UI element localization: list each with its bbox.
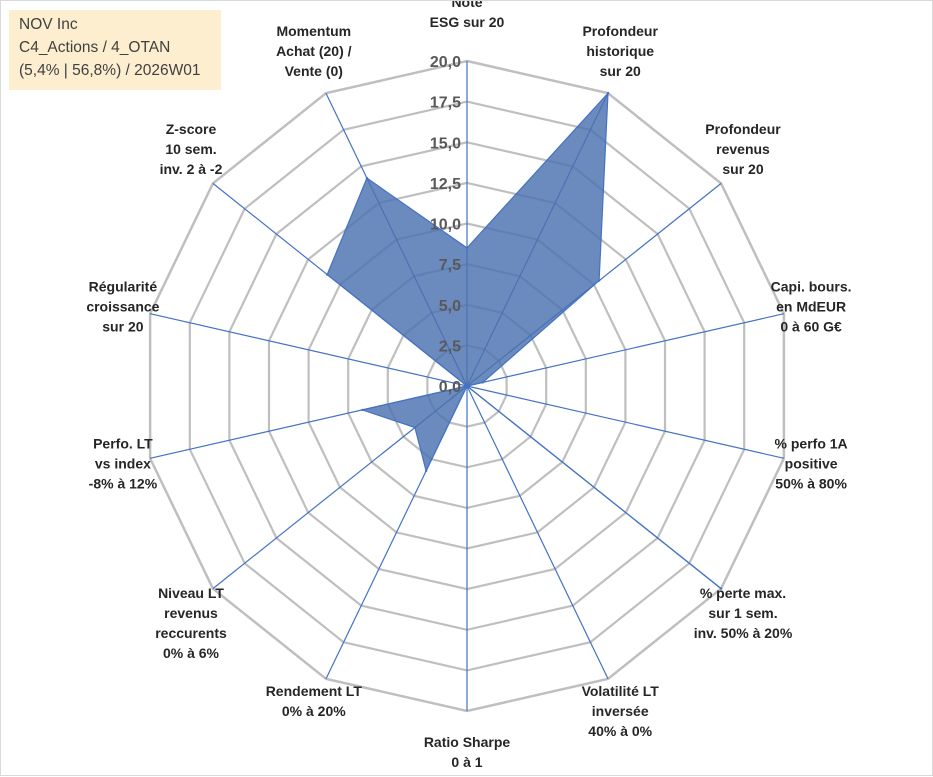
- data-point: [465, 384, 469, 388]
- data-point: [606, 92, 610, 95]
- data-point: [465, 246, 469, 250]
- axis-label: inversée: [592, 703, 649, 719]
- axis-label: reccurents: [155, 625, 227, 641]
- axis-label: revenus: [716, 141, 770, 157]
- axis-label: Ratio Sharpe: [424, 734, 511, 750]
- tick-label: 10,0: [430, 217, 461, 234]
- axis-label: 0% à 20%: [282, 703, 346, 719]
- tick-label: 17,5: [430, 95, 461, 112]
- axis-label: inv. 50% à 20%: [694, 625, 793, 641]
- axis-label: Achat (20) /: [276, 43, 352, 59]
- tick-label: 20,0: [430, 54, 461, 71]
- axis-label: croissance: [86, 299, 159, 315]
- axis-spoke: [466, 385, 785, 459]
- radar-axis-labels: Note ESG sur 20 Profondeur historique sur 20…: [86, 1, 851, 770]
- data-point: [597, 279, 601, 282]
- axis-label: Régularité: [89, 279, 158, 295]
- axis-label: -8% à 12%: [89, 476, 158, 492]
- axis-label: Momentum: [276, 23, 351, 39]
- axis-label: positive: [785, 456, 838, 472]
- axis-label: % perte max.: [700, 585, 786, 601]
- tick-label: 7,5: [439, 257, 461, 274]
- axis-label: sur 20: [600, 63, 641, 79]
- axis-label: Note: [451, 1, 482, 10]
- info-company-name: NOV Inc: [19, 16, 78, 33]
- axis-label: sur 20: [722, 161, 763, 177]
- tick-label: 2,5: [439, 338, 461, 355]
- tick-label: 15,0: [430, 135, 461, 152]
- axis-label: ESG sur 20: [430, 14, 505, 30]
- axis-label: en MdEUR: [776, 299, 846, 315]
- axis-label: % perfo 1A: [775, 436, 848, 452]
- axis-spoke: [466, 385, 609, 680]
- axis-label: inv. 2 à -2: [160, 161, 223, 177]
- axis-label: Profondeur: [582, 23, 658, 39]
- series-area: [326, 91, 722, 590]
- tick-label: 12,5: [430, 176, 461, 193]
- info-portfolio: C4_Actions / 4_OTAN: [19, 39, 171, 56]
- axis-label: Profondeur: [705, 121, 781, 137]
- axis-spoke: [466, 313, 785, 387]
- axis-label: Vente (0): [285, 63, 343, 79]
- axis-label: Capi. bours.: [771, 279, 852, 295]
- axis-label: sur 20: [102, 319, 143, 335]
- data-point: [481, 381, 484, 384]
- axis-label: 40% à 0%: [588, 723, 652, 739]
- info-stats-week: (5,4% | 56,8%) / 2026W01: [19, 62, 201, 79]
- data-point: [413, 426, 417, 429]
- tick-label: 5,0: [439, 298, 461, 315]
- radar-tick-labels: 0,0 2,5 5,0 7,5 10,0 12,5 15,0 17,5 20,0: [430, 54, 461, 396]
- axis-label: 10 sem.: [165, 141, 216, 157]
- axis-label: Niveau LT: [158, 585, 224, 601]
- axis-label: 0 à 60 G€: [780, 319, 842, 335]
- axis-label: 0 à 1: [451, 754, 482, 770]
- data-point: [326, 273, 329, 276]
- axis-label: 50% à 80%: [775, 476, 847, 492]
- data-point: [719, 587, 723, 590]
- axis-label: historique: [586, 43, 654, 59]
- axis-label: Rendement LT: [266, 683, 363, 699]
- tick-label: 0,0: [439, 379, 461, 396]
- axis-label: vs index: [95, 456, 151, 472]
- axis-spoke: [149, 313, 468, 387]
- axis-label: 0% à 6%: [163, 645, 220, 661]
- data-point: [361, 408, 364, 412]
- axis-label: revenus: [164, 605, 218, 621]
- axis-label: Volatilité LT: [582, 683, 660, 699]
- info-box: NOV Inc C4_Actions / 4_OTAN (5,4% | 56,8…: [9, 10, 221, 90]
- axis-label: Z-score: [166, 121, 217, 137]
- data-point: [424, 469, 428, 473]
- axis-label: sur 1 sem.: [708, 605, 777, 621]
- data-point: [365, 176, 369, 180]
- radar-series: [326, 91, 723, 590]
- axis-label: Perfo. LT: [93, 436, 153, 452]
